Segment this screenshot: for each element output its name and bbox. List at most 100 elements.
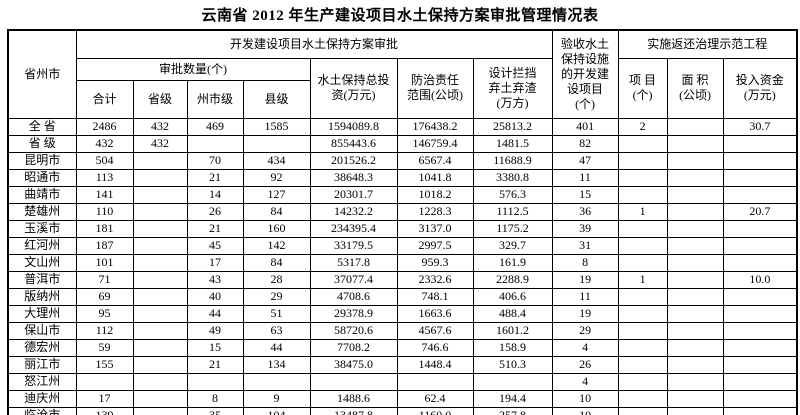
table-cell <box>666 304 724 323</box>
table-cell: 84 <box>242 202 311 221</box>
table-cell: 51 <box>242 304 311 323</box>
table-cell: 59 <box>75 338 134 357</box>
table-cell: 84 <box>242 253 311 272</box>
page-title: 云南省 2012 年生产建设项目水土保持方案审批管理情况表 <box>201 8 599 24</box>
table-cell: 8 <box>186 389 244 408</box>
table-cell <box>617 389 668 408</box>
table-cell: 187 <box>75 236 134 255</box>
table-cell: 29378.9 <box>309 304 398 323</box>
col-header-demo-area: 面 积 (公顷) <box>666 57 724 119</box>
table-cell: 2332.6 <box>396 270 474 289</box>
table-cell <box>617 219 668 238</box>
table-cell <box>132 372 188 391</box>
row-label: 德宏州 <box>7 338 77 357</box>
table-body: 全 省 2486 432 469 1585 1594089.8 176438.2 25813.… <box>7 117 798 415</box>
table-cell: 234395.4 <box>309 219 398 238</box>
table-cell: 110 <box>75 202 134 221</box>
table-cell: 160 <box>242 219 311 238</box>
table-cell: 1481.5 <box>472 134 553 153</box>
table-cell <box>132 168 188 187</box>
table-cell <box>186 372 244 391</box>
table-cell <box>666 236 724 255</box>
table-cell <box>472 372 553 391</box>
table-cell: 38648.3 <box>309 168 398 187</box>
table-cell: 58720.6 <box>309 321 398 340</box>
table-cell: 748.1 <box>396 287 474 306</box>
table-cell: 257.8 <box>472 406 553 415</box>
table-cell <box>132 236 188 255</box>
table-cell <box>666 202 724 221</box>
table-cell <box>396 372 474 391</box>
table-cell: 1112.5 <box>472 202 553 221</box>
table-cell <box>666 287 724 306</box>
table-cell <box>722 389 798 408</box>
table-cell: 14 <box>186 185 244 204</box>
table-cell <box>132 304 188 323</box>
table-cell: 71 <box>75 270 134 289</box>
table-cell <box>617 287 668 306</box>
table-cell: 26 <box>186 202 244 221</box>
table-cell: 26 <box>551 355 619 374</box>
table-cell: 746.6 <box>396 338 474 357</box>
table-cell <box>132 219 188 238</box>
table-cell <box>722 372 798 391</box>
table-cell: 432 <box>132 134 188 153</box>
table-cell <box>722 151 798 170</box>
table-cell <box>722 304 798 323</box>
table-cell: 30.7 <box>722 117 798 136</box>
col-header-demo-project: 项 目 (个) <box>617 57 668 119</box>
table-cell: 141 <box>75 185 134 204</box>
table-cell: 36 <box>551 202 619 221</box>
col-header-investment: 水土保持总投 资(万元) <box>309 57 398 119</box>
table-cell: 11 <box>551 287 619 306</box>
table-cell <box>666 355 724 374</box>
table-cell <box>722 185 798 204</box>
table-cell: 70 <box>186 151 244 170</box>
table-cell: 38475.0 <box>309 355 398 374</box>
table-cell <box>666 117 724 136</box>
table-row: 临沧市139 3510413487.81160.0257.810 <box>7 406 798 415</box>
table-cell: 112 <box>75 321 134 340</box>
table-cell <box>309 372 398 391</box>
table-cell: 576.3 <box>472 185 553 204</box>
table-cell: 5317.8 <box>309 253 398 272</box>
table-cell: 47 <box>551 151 619 170</box>
table-cell: 142 <box>242 236 311 255</box>
table-cell <box>722 236 798 255</box>
table-cell <box>132 151 188 170</box>
table-row: 玉溪市 181 21 160 234395.4 3137.0 1175.2 39 <box>7 219 798 238</box>
table-row: 大理州 95 44 51 29378.9 1663.6 488.4 19 <box>7 304 798 323</box>
table-cell <box>666 168 724 187</box>
table-cell <box>186 134 244 153</box>
table-cell <box>722 253 798 272</box>
table-cell: 29 <box>242 287 311 306</box>
table-cell <box>666 134 724 153</box>
col-header-prefecture: 州市级 <box>186 79 244 119</box>
table-cell: 11688.9 <box>472 151 553 170</box>
table-cell <box>242 134 311 153</box>
table-cell: 21 <box>186 168 244 187</box>
table-cell: 1175.2 <box>472 219 553 238</box>
table-cell <box>617 185 668 204</box>
table-cell: 11 <box>551 168 619 187</box>
table-cell: 2 <box>617 117 668 136</box>
table-cell <box>722 219 798 238</box>
table-cell <box>666 219 724 238</box>
col-header-total: 合计 <box>75 79 134 119</box>
table-cell: 2288.9 <box>472 270 553 289</box>
table-cell: 15 <box>551 185 619 204</box>
table-cell <box>132 406 188 415</box>
row-label: 楚雄州 <box>7 202 77 221</box>
table-cell <box>722 321 798 340</box>
table-row: 曲靖市 141 14 127 20301.7 1018.2 576.3 15 <box>7 185 798 204</box>
table-cell: 3137.0 <box>396 219 474 238</box>
header-row-2: 审批数量(个) 水土保持总投 资(万元) 防治责任 范围(公顷) 设计拦挡 弃土… <box>8 57 798 119</box>
row-label: 玉溪市 <box>7 219 77 238</box>
col-header-province: 省州市 <box>7 29 77 119</box>
table-cell <box>666 253 724 272</box>
table-cell <box>722 168 798 187</box>
table-cell: 31 <box>551 236 619 255</box>
table-cell: 21 <box>186 355 244 374</box>
row-label: 全 省 <box>7 117 77 136</box>
